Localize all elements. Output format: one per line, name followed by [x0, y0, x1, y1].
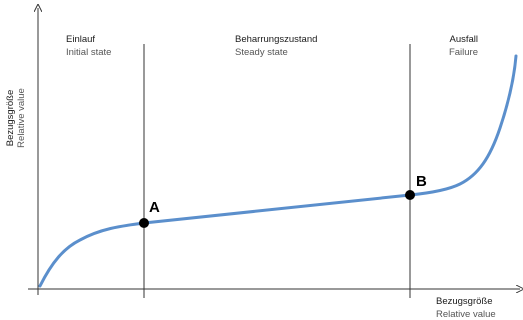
point-a-marker — [139, 218, 149, 228]
y-axis-label-de: Bezugsgröße — [5, 90, 16, 147]
y-axis-label-en: Relative value — [16, 88, 27, 148]
x-axis-label-en: Relative value — [436, 309, 496, 320]
phase-initial-label-en: Initial state — [66, 47, 111, 58]
phase-initial-label-de: Einlauf — [66, 34, 95, 45]
phase-failure-label-en: Failure — [449, 47, 478, 58]
phase-steady-label-de: Beharrungszustand — [235, 34, 317, 45]
phase-steady-label-en: Steady state — [235, 47, 288, 58]
point-b-marker — [405, 190, 415, 200]
wear-curve — [38, 54, 518, 288]
x-axis-label-de: Bezugsgröße — [436, 296, 493, 307]
point-a-label: A — [149, 199, 160, 216]
point-b-label: B — [416, 173, 427, 190]
phase-failure-label-de: Ausfall — [449, 34, 478, 45]
